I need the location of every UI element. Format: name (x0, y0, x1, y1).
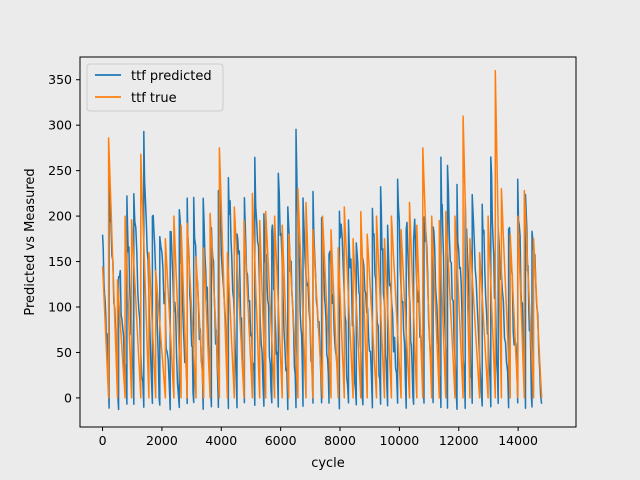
y-tick-label: 0 (64, 390, 72, 405)
series-layer (101, 69, 543, 411)
legend-label-true: ttf true (131, 91, 177, 106)
y-tick-label: 350 (48, 72, 72, 87)
y-tick-label: 150 (48, 254, 72, 269)
x-axis-ticks: 0 2000 4000 6000 8000 10000 12000 14000 (99, 427, 538, 448)
x-tick-label: 8000 (324, 433, 356, 448)
y-axis-label: Predicted vs Measured (23, 168, 38, 315)
y-tick-label: 250 (48, 163, 72, 178)
legend: ttf predicted ttf true (86, 63, 224, 112)
y-axis-ticks: 0 50 100 150 200 250 300 350 (48, 72, 80, 405)
y-tick-label: 300 (48, 118, 72, 133)
legend-label-predicted: ttf predicted (131, 69, 212, 84)
x-axis-label: cycle (311, 456, 345, 471)
y-tick-label: 50 (56, 345, 72, 360)
x-tick-label: 10000 (380, 433, 420, 448)
x-tick-label: 0 (99, 433, 107, 448)
x-tick-label: 12000 (439, 433, 479, 448)
y-tick-label: 200 (48, 209, 72, 224)
x-tick-label: 2000 (146, 433, 178, 448)
series-line-1 (101, 69, 543, 399)
series-line-0 (101, 128, 543, 411)
x-tick-label: 4000 (205, 433, 237, 448)
y-tick-label: 100 (48, 300, 72, 315)
x-tick-label: 14000 (498, 433, 538, 448)
x-tick-label: 6000 (265, 433, 297, 448)
